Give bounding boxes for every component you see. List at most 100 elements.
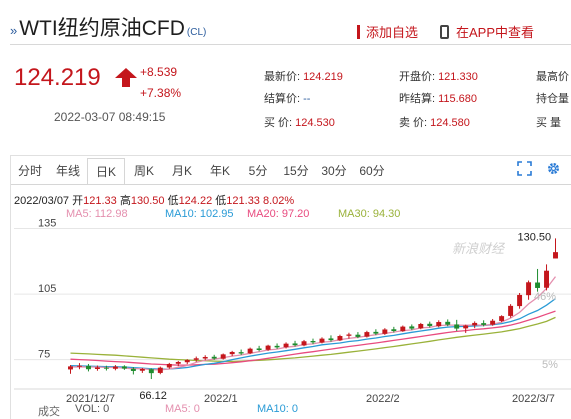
candle-body xyxy=(220,354,226,359)
quote-field: 买 量 xyxy=(536,114,564,130)
quote-field-label: 结算价: xyxy=(264,93,301,105)
quote-field-value: 124.530 xyxy=(295,117,335,129)
candle-body xyxy=(310,341,316,343)
ma30-line xyxy=(70,316,556,363)
candle-body xyxy=(238,352,244,354)
x-tick-label: 2022/2 xyxy=(366,393,400,405)
y-tick-label: 75 xyxy=(38,349,50,361)
ma20-line xyxy=(70,310,556,366)
candle-body xyxy=(328,338,334,341)
quote-field: 买 价: 124.530 xyxy=(264,114,335,130)
chevron-icon: » xyxy=(10,23,18,38)
candle-body xyxy=(265,345,271,350)
candle-body xyxy=(319,338,325,343)
candle-body xyxy=(256,348,262,350)
ohlc-pct: 8.02% xyxy=(263,195,295,207)
vol-ma5-legend: MA5: 0 xyxy=(165,403,200,415)
candle-body xyxy=(463,325,469,329)
quote-field-label: 最新价: xyxy=(264,71,301,83)
candle-body xyxy=(94,367,100,369)
tab-8[interactable]: 30分 xyxy=(321,164,347,178)
quote-field: 最新价: 124.219 xyxy=(264,68,343,84)
candle-body xyxy=(517,294,523,307)
quote-field-label: 买 量 xyxy=(536,117,562,129)
open-in-app-link[interactable]: 在APP中查看 xyxy=(440,22,534,41)
ma-legend-item: MA10: 102.95 xyxy=(165,208,234,220)
expand-icon[interactable] xyxy=(517,161,532,176)
candle-body xyxy=(337,336,343,341)
tab-1[interactable]: 年线 xyxy=(55,164,80,178)
candle-body xyxy=(184,360,190,363)
y-tick-label: 135 xyxy=(38,218,56,230)
add-watchlist-link[interactable]: 添加自选 xyxy=(357,22,418,41)
y-tick-label: 105 xyxy=(38,283,56,295)
tab-3[interactable]: 周K xyxy=(133,164,154,178)
volume-title: 成交 xyxy=(38,406,60,418)
candle-body xyxy=(418,324,424,329)
ma-legend-item: MA20: 97.20 xyxy=(247,208,310,220)
arrow-up-icon-stem xyxy=(122,77,130,87)
candle-body xyxy=(364,332,370,337)
quote-field-value: 115.680 xyxy=(438,93,478,105)
candle-body xyxy=(391,329,397,331)
quote-field-label: 卖 价: xyxy=(399,117,428,129)
candle-body xyxy=(202,356,208,359)
candle-body xyxy=(445,321,451,325)
candle-body xyxy=(211,356,217,359)
candle-body xyxy=(490,320,496,325)
candle-body xyxy=(508,305,514,316)
quote-field-value: 124.219 xyxy=(303,71,343,83)
candle-body xyxy=(355,334,361,337)
quote-field-value: -- xyxy=(303,93,311,105)
tab-5[interactable]: 年K xyxy=(209,164,230,178)
open-in-app-label: 在APP中查看 xyxy=(456,25,535,40)
candle-body xyxy=(346,334,352,336)
candle-body xyxy=(148,369,154,374)
instrument-name: WTI纽约原油CFD xyxy=(19,17,185,40)
tabs-divider xyxy=(11,184,571,185)
x-tick-label: 2022/3/7 xyxy=(512,393,555,405)
candle-body xyxy=(229,351,235,355)
tab-0[interactable]: 分时 xyxy=(17,164,42,178)
period-tabs: 分时 年线 日K 周K 月K 年K 5分 15分 30分 60分 xyxy=(11,158,391,185)
vol-legend: VOL: 0 xyxy=(75,403,110,415)
price-change: +8.539 xyxy=(140,65,178,79)
candle-body xyxy=(112,366,118,369)
phone-icon xyxy=(440,25,449,39)
candle-body xyxy=(427,323,433,326)
tab-4[interactable]: 月K xyxy=(171,164,192,178)
candle-body xyxy=(85,365,91,370)
candle-body xyxy=(535,282,541,288)
price-change-pct: +7.38% xyxy=(140,86,182,100)
candle-body xyxy=(499,316,505,321)
x-tick-label: 2022/1 xyxy=(204,393,238,405)
candle-body xyxy=(481,323,487,325)
candle-body xyxy=(193,358,199,360)
ohlc-low: 124.22 xyxy=(178,195,213,207)
candle-body xyxy=(274,345,280,348)
quote-field-label: 持仓量 xyxy=(536,93,569,105)
quote-field: 持仓量 xyxy=(536,90,571,106)
pct-label: 5% xyxy=(542,359,558,371)
x-tick-label: 2021/12/7 xyxy=(66,393,115,405)
quote-field: 开盘价: 121.330 xyxy=(399,68,478,84)
quote-field-value: 124.580 xyxy=(430,117,470,129)
max-price-label: 130.50 xyxy=(518,231,552,243)
quote-time: 2022-03-07 08:49:15 xyxy=(54,110,166,124)
ohlc-open: 121.33 xyxy=(83,195,117,207)
candle-body xyxy=(436,322,442,327)
tab-6[interactable]: 5分 xyxy=(248,164,268,178)
quote-field-label: 买 价: xyxy=(264,117,293,129)
gear-icon[interactable] xyxy=(546,161,561,176)
candle-body xyxy=(175,362,181,364)
candle-body xyxy=(400,326,406,332)
page-title: » WTI纽约原油CFD (CL) xyxy=(10,12,206,42)
candle-body xyxy=(283,343,289,348)
tab-9[interactable]: 60分 xyxy=(359,164,385,178)
tab-7[interactable]: 15分 xyxy=(283,164,309,178)
vol-ma10-legend: MA10: 0 xyxy=(257,403,298,415)
quote-field: 结算价: -- xyxy=(264,90,310,106)
candle-body xyxy=(292,343,298,346)
chart-panel xyxy=(10,155,571,419)
candle-body xyxy=(301,341,307,346)
